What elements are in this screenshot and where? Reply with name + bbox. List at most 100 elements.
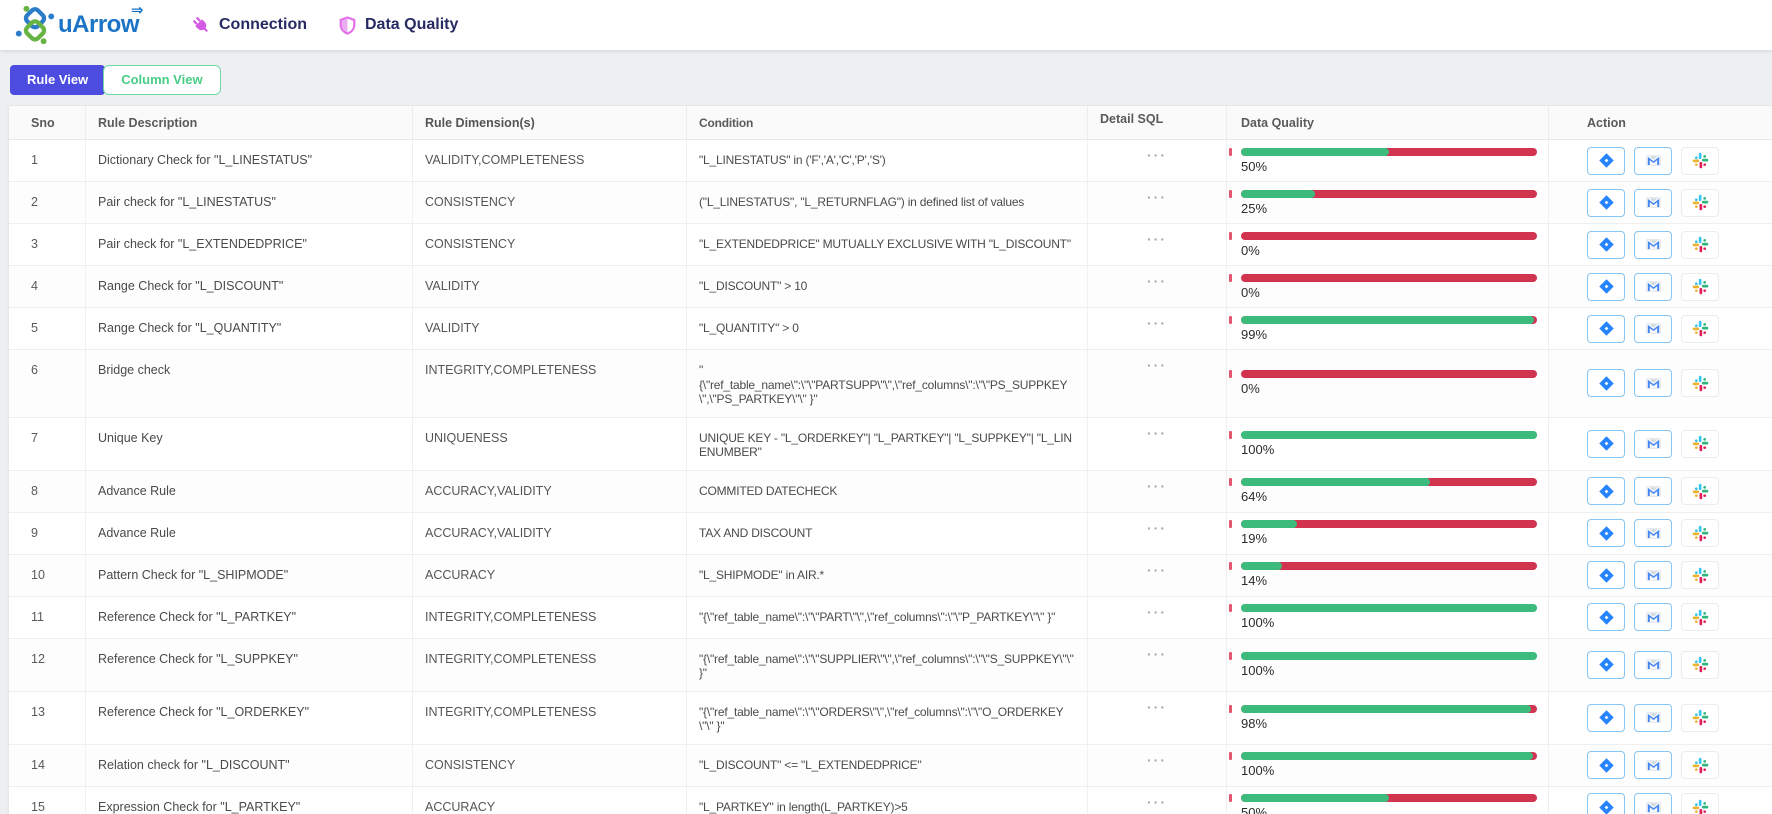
rules-table-card: Sno Rule Description Rule Dimension(s) C… <box>8 105 1772 814</box>
slack-action-button[interactable] <box>1681 477 1719 505</box>
condition-text: "L_EXTENDEDPRICE" MUTUALLY EXCLUSIVE WIT… <box>687 224 1088 265</box>
tab-rule-view[interactable]: Rule View <box>10 65 105 95</box>
nav-connection[interactable]: Connection <box>191 15 307 36</box>
quality-bar-left-tick <box>1229 148 1232 156</box>
gmail-icon <box>1645 567 1662 584</box>
quality-cell: 100% <box>1227 639 1549 691</box>
slack-action-button[interactable] <box>1681 147 1719 175</box>
gmail-action-button[interactable] <box>1634 477 1672 505</box>
slack-action-button[interactable] <box>1681 189 1719 217</box>
gmail-action-button[interactable] <box>1634 147 1672 175</box>
column-header-data-quality: Data Quality <box>1227 106 1549 139</box>
jira-action-button[interactable] <box>1587 273 1625 301</box>
rule-dimensions: ACCURACY <box>413 555 687 596</box>
gmail-action-button[interactable] <box>1634 273 1672 301</box>
detail-sql-button[interactable]: ··· <box>1139 751 1175 769</box>
row-sno: 15 <box>9 787 86 814</box>
slack-action-button[interactable] <box>1681 519 1719 547</box>
slack-icon <box>1692 320 1709 337</box>
table-row: 10 Pattern Check for "L_SHIPMODE" ACCURA… <box>9 555 1772 597</box>
slack-action-button[interactable] <box>1681 369 1719 397</box>
nav-data-quality[interactable]: Data Quality <box>337 15 458 36</box>
table-row: 2 Pair check for "L_LINESTATUS" CONSISTE… <box>9 182 1772 224</box>
quality-cell: 14% <box>1227 555 1549 596</box>
gmail-action-button[interactable] <box>1634 561 1672 589</box>
rule-dimensions: CONSISTENCY <box>413 182 687 223</box>
jira-icon <box>1598 152 1615 169</box>
tab-column-view[interactable]: Column View <box>103 65 220 95</box>
slack-action-button[interactable] <box>1681 315 1719 343</box>
detail-sql-button[interactable]: ··· <box>1139 424 1175 442</box>
slack-action-button[interactable] <box>1681 751 1719 779</box>
quality-percent-label: 0% <box>1241 244 1536 258</box>
quality-bar-left-tick <box>1229 794 1232 802</box>
jira-action-button[interactable] <box>1587 751 1625 779</box>
detail-sql-button[interactable]: ··· <box>1139 793 1175 811</box>
gmail-action-button[interactable] <box>1634 189 1672 217</box>
quality-bar-fill <box>1241 604 1537 612</box>
condition-text: ("L_LINESTATUS", "L_RETURNFLAG") in defi… <box>687 182 1088 223</box>
detail-sql-button[interactable]: ··· <box>1139 188 1175 206</box>
slack-action-button[interactable] <box>1681 273 1719 301</box>
slack-action-button[interactable] <box>1681 603 1719 631</box>
gmail-action-button[interactable] <box>1634 603 1672 631</box>
gmail-action-button[interactable] <box>1634 519 1672 547</box>
slack-action-button[interactable] <box>1681 704 1719 732</box>
row-sno: 1 <box>9 140 86 181</box>
jira-action-button[interactable] <box>1587 603 1625 631</box>
jira-action-button[interactable] <box>1587 231 1625 259</box>
jira-action-button[interactable] <box>1587 561 1625 589</box>
jira-action-button[interactable] <box>1587 651 1625 679</box>
condition-text: "L_SHIPMODE" in AIR.* <box>687 555 1088 596</box>
detail-sql-button[interactable]: ··· <box>1139 146 1175 164</box>
condition-line: {\"ref_table_name\":\"\"PARTSUPP\"\",\"r… <box>699 378 1075 407</box>
brand-logo[interactable]: uArrow⇒ <box>14 4 139 46</box>
slack-action-button[interactable] <box>1681 793 1719 814</box>
jira-action-button[interactable] <box>1587 793 1625 814</box>
quality-percent-label: 100% <box>1241 764 1536 778</box>
detail-sql-button[interactable]: ··· <box>1139 272 1175 290</box>
quality-percent-label: 25% <box>1241 202 1536 216</box>
jira-action-button[interactable] <box>1587 147 1625 175</box>
jira-action-button[interactable] <box>1587 315 1625 343</box>
slack-action-button[interactable] <box>1681 231 1719 259</box>
gmail-icon <box>1645 709 1662 726</box>
slack-action-button[interactable] <box>1681 430 1719 458</box>
gmail-action-button[interactable] <box>1634 793 1672 814</box>
jira-action-button[interactable] <box>1587 189 1625 217</box>
slack-icon <box>1692 757 1709 774</box>
detail-sql-button[interactable]: ··· <box>1139 561 1175 579</box>
gmail-action-button[interactable] <box>1634 369 1672 397</box>
table-row: 15 Expression Check for "L_PARTKEY" ACCU… <box>9 787 1772 814</box>
detail-sql-button[interactable]: ··· <box>1139 230 1175 248</box>
action-cell <box>1549 350 1772 417</box>
slack-icon <box>1692 799 1709 814</box>
gmail-action-button[interactable] <box>1634 430 1672 458</box>
quality-cell: 50% <box>1227 787 1549 814</box>
jira-action-button[interactable] <box>1587 704 1625 732</box>
detail-sql-button[interactable]: ··· <box>1139 645 1175 663</box>
jira-action-button[interactable] <box>1587 519 1625 547</box>
detail-sql-button[interactable]: ··· <box>1139 603 1175 621</box>
condition-line: "L_QUANTITY" > 0 <box>699 321 1075 336</box>
detail-sql-button[interactable]: ··· <box>1139 477 1175 495</box>
column-header-sno: Sno <box>9 106 86 139</box>
table-row: 3 Pair check for "L_EXTENDEDPRICE" CONSI… <box>9 224 1772 266</box>
gmail-action-button[interactable] <box>1634 751 1672 779</box>
detail-sql-button[interactable]: ··· <box>1139 356 1175 374</box>
quality-percent-label: 98% <box>1241 717 1536 731</box>
gmail-action-button[interactable] <box>1634 231 1672 259</box>
gmail-action-button[interactable] <box>1634 704 1672 732</box>
jira-action-button[interactable] <box>1587 369 1625 397</box>
jira-action-button[interactable] <box>1587 477 1625 505</box>
rule-description: Reference Check for "L_PARTKEY" <box>86 597 413 638</box>
jira-action-button[interactable] <box>1587 430 1625 458</box>
gmail-action-button[interactable] <box>1634 651 1672 679</box>
gmail-action-button[interactable] <box>1634 315 1672 343</box>
detail-sql-button[interactable]: ··· <box>1139 314 1175 332</box>
detail-sql-button[interactable]: ··· <box>1139 519 1175 537</box>
detail-sql-button[interactable]: ··· <box>1139 698 1175 716</box>
slack-action-button[interactable] <box>1681 561 1719 589</box>
quality-bar-track <box>1241 148 1537 156</box>
slack-action-button[interactable] <box>1681 651 1719 679</box>
